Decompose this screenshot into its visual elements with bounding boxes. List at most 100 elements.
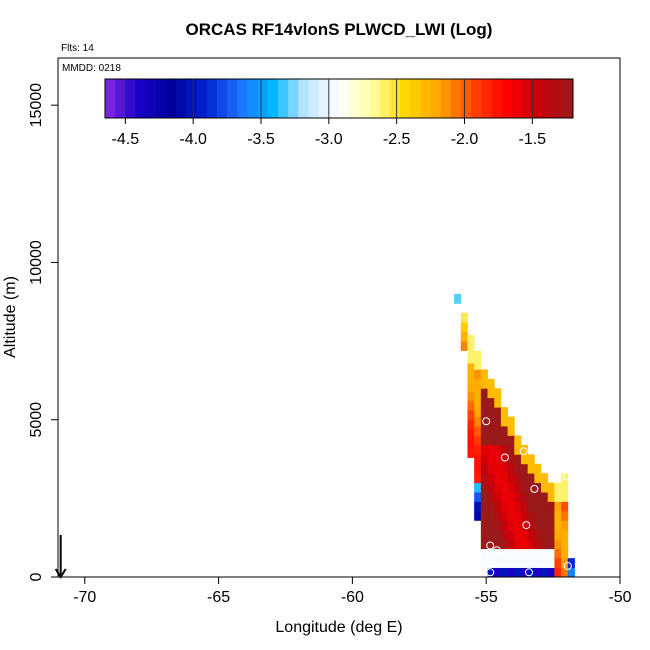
heatmap-cell: [561, 501, 569, 512]
heatmap-cell: [514, 558, 522, 568]
arrow-head: [54, 568, 67, 579]
colorbar-segment: [481, 79, 493, 118]
heatmap-cell: [520, 548, 529, 559]
heatmap-cell: [480, 539, 488, 550]
heatmap-cell: [494, 558, 502, 568]
x-tick-label: -70: [73, 589, 96, 606]
heatmap-cell: [554, 567, 562, 578]
colorbar: -4.5 -4.0 -3.5 -3.0 -2.5 -2.0 -1.5: [104, 78, 574, 148]
heatmap-cell: [514, 482, 522, 493]
heatmap-cell: [487, 510, 495, 521]
heatmap-cells: [454, 293, 575, 578]
colorbar-tick-label: -4.0: [179, 131, 207, 148]
heatmap-cell: [527, 520, 535, 531]
heatmap-cell: [494, 388, 502, 399]
heatmap-cell: [487, 463, 495, 474]
heatmap-cell: [487, 388, 495, 399]
heatmap-cell: [494, 567, 502, 578]
colorbar-segment: [115, 79, 126, 118]
heatmap-cell: [474, 492, 482, 502]
heatmap-cell: [520, 501, 529, 512]
heatmap-cell: [527, 501, 535, 512]
observation-circle: [486, 541, 495, 550]
colorbar-tick-label: -3.0: [315, 131, 343, 148]
heatmap-cell: [527, 463, 535, 474]
heatmap-cell: [527, 558, 535, 568]
heatmap-cell: [547, 482, 555, 493]
heatmap-cell: [500, 407, 508, 417]
heatmap-cell: [500, 558, 508, 568]
heatmap-cell: [454, 293, 462, 304]
colorbar-segment: [186, 79, 198, 118]
heatmap-cell: [534, 539, 542, 550]
heatmap-cell: [527, 548, 535, 559]
heatmap-cell: [467, 429, 475, 439]
heatmap-cell: [527, 454, 535, 465]
heatmap-cell: [534, 492, 542, 502]
heatmap-cell: [547, 501, 555, 512]
colorbar-segment: [491, 79, 503, 118]
heatmap-cell: [547, 520, 555, 531]
heatmap-cell: [541, 501, 549, 512]
heatmap-cell: [547, 510, 555, 521]
heatmap-cell: [500, 548, 508, 559]
heatmap-cell: [494, 501, 502, 512]
heatmap-cell: [500, 567, 508, 578]
heatmap-cell: [480, 473, 488, 484]
heatmap-cell: [480, 397, 488, 408]
heatmap-cell: [534, 501, 542, 512]
heatmap-cell: [507, 510, 515, 521]
heatmap-cell: [520, 539, 529, 550]
observation-circle: [563, 562, 572, 570]
heatmap-cell: [500, 454, 508, 465]
heatmap-cell: [507, 501, 515, 512]
heatmap-cell: [520, 454, 529, 465]
heatmap-cell: [507, 548, 515, 559]
heatmap-cell: [467, 334, 475, 345]
colorbar-segment: [410, 79, 421, 118]
heatmap-cell: [500, 435, 508, 446]
heatmap-cell: [514, 473, 522, 484]
colorbar-tick-label: -2.0: [451, 131, 479, 148]
colorbar-segment: [216, 79, 228, 118]
heatmap-cell: [474, 473, 482, 484]
heatmap-cell: [487, 548, 495, 559]
heatmap-cell: [541, 539, 549, 550]
colorbar-segment: [135, 79, 147, 118]
heatmap-cell: [500, 473, 508, 484]
heatmap-cell: [467, 372, 475, 383]
x-tick-label: -60: [341, 589, 364, 606]
colorbar-segment: [206, 79, 218, 118]
heatmap-cell: [514, 520, 522, 531]
heatmap-cell: [514, 454, 522, 465]
y-tick-label: 0: [28, 572, 45, 581]
heatmap-cell: [554, 482, 562, 493]
heatmap-cell: [547, 492, 555, 502]
observation-circle: [530, 484, 539, 493]
colorbar-segment: [552, 79, 564, 118]
heatmap-cell: [480, 501, 488, 512]
colorbar-segment: [379, 79, 391, 118]
heatmap-cell: [534, 463, 542, 474]
heatmap-cell: [507, 435, 515, 446]
heatmap-cell: [487, 558, 495, 568]
heatmap-cell: [541, 558, 549, 568]
observation-circle: [492, 546, 501, 555]
heatmap-cell: [474, 510, 482, 521]
heatmap-cell: [561, 492, 569, 502]
heatmap-cell: [520, 482, 529, 493]
heatmap-cell: [467, 438, 475, 449]
heatmap-cell: [534, 529, 542, 540]
heatmap-cell: [480, 435, 488, 446]
heatmap-cell: [480, 407, 488, 417]
heatmap-cell: [507, 492, 515, 502]
heatmap-cell: [480, 454, 488, 465]
heatmap-cell: [507, 539, 515, 550]
heatmap-cell: [494, 510, 502, 521]
heatmap-cell: [507, 426, 515, 436]
heatmap-cell: [514, 492, 522, 502]
heatmap-cell: [514, 463, 522, 474]
heatmap-cell: [480, 492, 488, 502]
colorbar-segment: [522, 79, 533, 118]
heatmap-cell: [494, 426, 502, 436]
